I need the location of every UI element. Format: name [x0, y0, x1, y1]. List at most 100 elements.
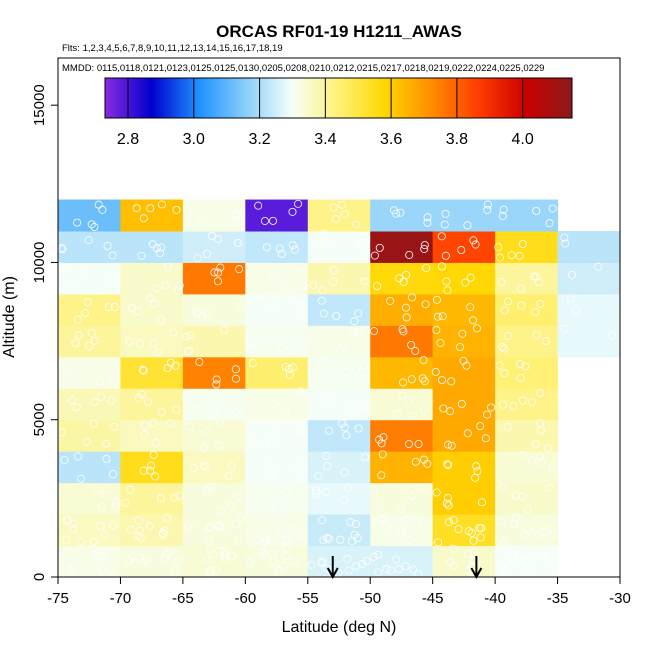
sample-marker — [216, 263, 225, 272]
heatmap-cell — [495, 356, 559, 389]
sample-marker — [215, 419, 224, 428]
sample-marker — [444, 501, 453, 510]
sample-marker — [432, 488, 441, 497]
sample-marker — [206, 212, 215, 221]
sample-marker — [372, 499, 381, 508]
sample-marker — [509, 402, 518, 411]
sample-marker — [281, 362, 290, 371]
sample-marker — [500, 344, 509, 353]
sample-marker — [108, 251, 117, 260]
sample-marker — [521, 530, 530, 539]
sample-marker — [361, 453, 370, 462]
y-tick-label: 10000 — [31, 242, 48, 284]
sample-marker — [212, 380, 221, 389]
sample-marker — [90, 336, 99, 345]
sample-marker — [138, 365, 147, 374]
sample-marker — [279, 276, 288, 285]
heatmap-cell — [557, 262, 621, 295]
sample-marker — [386, 566, 395, 575]
heatmap-cell — [58, 482, 121, 515]
sample-marker — [174, 556, 183, 565]
heatmap-cell — [307, 199, 371, 232]
heatmap-cell — [182, 388, 246, 421]
sample-marker — [437, 376, 446, 385]
heatmap-cell — [58, 199, 121, 232]
sample-marker — [160, 526, 169, 535]
sample-marker — [270, 339, 279, 348]
sample-marker — [139, 466, 148, 475]
sample-marker — [523, 525, 532, 534]
sample-marker — [517, 301, 526, 310]
sample-marker — [404, 440, 413, 449]
sample-marker — [90, 223, 99, 232]
sample-marker — [442, 277, 451, 286]
sample-marker — [269, 429, 278, 438]
sample-marker — [172, 405, 181, 414]
sample-marker — [331, 215, 340, 224]
sample-marker — [471, 473, 480, 482]
sample-marker — [352, 561, 361, 570]
sample-marker — [594, 262, 603, 271]
sample-marker — [560, 324, 569, 333]
sample-marker — [469, 555, 478, 564]
colorbar-tick-label: 4.0 — [512, 131, 534, 148]
sample-marker — [144, 397, 153, 406]
sample-marker — [101, 490, 110, 499]
sample-marker — [260, 551, 269, 560]
sample-marker — [517, 492, 526, 501]
sample-marker — [231, 519, 240, 528]
y-axis: 0 5000 10000 15000 — [31, 84, 58, 581]
sample-marker — [497, 277, 506, 286]
x-tick-label: -55 — [297, 590, 319, 607]
sample-marker — [377, 471, 386, 480]
sample-marker — [343, 554, 352, 563]
sample-marker — [87, 220, 96, 229]
x-tick-label: -60 — [234, 590, 256, 607]
heatmap-cell — [495, 388, 559, 421]
sample-marker — [254, 201, 263, 210]
heatmap-cell — [370, 545, 434, 578]
sample-marker — [464, 527, 473, 536]
sample-marker — [134, 516, 143, 525]
colorbar-tick-label: 3.4 — [314, 131, 336, 148]
sample-marker — [261, 438, 270, 447]
sample-marker — [447, 377, 456, 386]
heatmap-cell — [557, 325, 621, 358]
sample-marker — [377, 515, 386, 524]
sample-marker — [539, 552, 548, 561]
sample-marker — [270, 399, 279, 408]
sample-marker — [137, 251, 146, 260]
sample-marker — [351, 366, 360, 375]
sample-marker — [319, 230, 328, 239]
sample-marker — [234, 492, 243, 501]
sample-marker — [414, 439, 423, 448]
sample-marker — [332, 311, 341, 320]
plot-frame — [57, 57, 621, 578]
sample-marker — [378, 450, 387, 459]
sample-marker — [89, 550, 98, 559]
sample-marker — [149, 418, 158, 427]
sample-marker — [186, 331, 195, 340]
sample-marker — [290, 245, 299, 254]
sample-marker — [281, 488, 290, 497]
sample-marker — [94, 485, 103, 494]
heatmap-cell — [307, 356, 371, 389]
sample-marker — [58, 245, 67, 254]
sample-marker — [205, 568, 214, 577]
sample-marker — [289, 556, 298, 565]
sample-marker — [444, 461, 453, 470]
sample-marker — [277, 344, 286, 353]
sample-marker — [359, 238, 368, 247]
sample-marker — [309, 333, 318, 342]
sample-marker — [542, 525, 551, 534]
sample-marker — [300, 411, 309, 420]
sample-marker — [203, 487, 212, 496]
sample-marker — [572, 305, 581, 314]
sample-marker — [536, 300, 545, 309]
sample-marker — [498, 482, 507, 491]
sample-marker — [340, 468, 349, 477]
sample-marker — [298, 390, 307, 399]
sample-marker — [309, 280, 318, 289]
sample-marker — [340, 210, 349, 219]
sample-marker — [146, 204, 155, 213]
